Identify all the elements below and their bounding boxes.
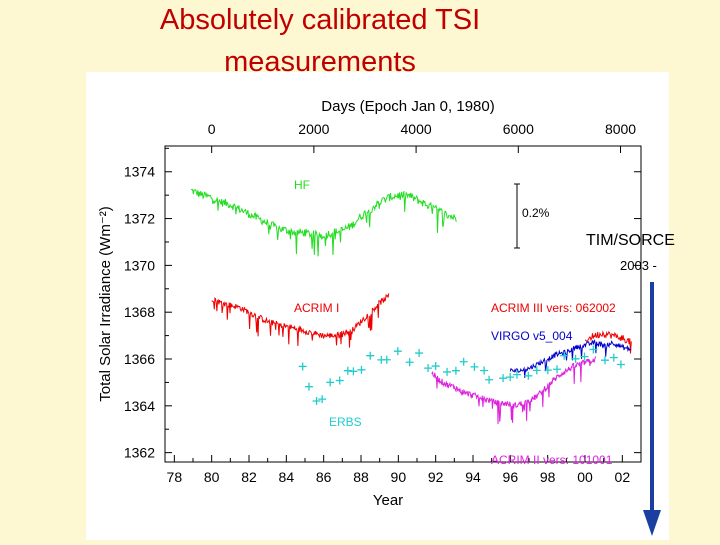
data-point (451, 366, 460, 375)
series-label: ACRIM I (294, 301, 339, 315)
y-tick-label: 1366 (124, 351, 155, 367)
y-tick-label: 1364 (124, 398, 155, 414)
slide-title-line-1: Absolutely calibrated TSI (159, 4, 481, 36)
data-point (553, 365, 562, 374)
x-axis-label: Year (373, 492, 403, 509)
data-point (560, 351, 569, 360)
data-point (349, 367, 358, 376)
data-point (609, 353, 618, 362)
data-point (415, 349, 424, 358)
data-point (393, 347, 402, 356)
series-line (190, 188, 457, 257)
x-tick-label: 78 (167, 469, 183, 485)
data-point (499, 374, 508, 383)
x-tick-label: 90 (391, 469, 407, 485)
data-point (424, 364, 433, 373)
data-point (443, 367, 452, 376)
y-tick-label: 1368 (124, 304, 155, 320)
x-tick-label: 94 (465, 469, 481, 485)
x-tick-label: 98 (540, 469, 556, 485)
plot-frame (164, 145, 642, 463)
x-tick-label: 86 (316, 469, 332, 485)
y-tick-label: 1370 (124, 257, 155, 273)
y-tick-label: 1372 (124, 211, 155, 227)
data-point (532, 366, 541, 375)
top-axis-label: Days (Epoch Jan 0, 1980) (321, 98, 494, 115)
chart-axes (164, 145, 642, 463)
data-point (459, 357, 468, 366)
data-point (431, 362, 440, 371)
data-point (318, 395, 327, 404)
chart-labels-layer: 78 80 82 84 86 88 90 92 94 96 98 00 02 Year 0 2000 4000 6… (97, 98, 636, 509)
chart-series-layer (190, 188, 632, 425)
data-point (485, 375, 494, 384)
series-erbs (298, 345, 625, 406)
figure-panel: 78 80 82 84 86 88 90 92 94 96 98 00 02 Year 0 2000 4000 6… (86, 72, 669, 540)
data-point (312, 397, 321, 406)
x-tick-label: 00 (577, 469, 593, 485)
y-tick-label: 1374 (124, 164, 155, 180)
data-point (571, 354, 580, 363)
data-point (580, 352, 589, 361)
data-point (524, 371, 533, 380)
series-label: HF (294, 178, 310, 192)
data-point (298, 362, 307, 371)
x-tick-label: 92 (428, 469, 444, 485)
y-axis-label: Total Solar Irradiance (Wm⁻²) (97, 206, 114, 401)
data-point (366, 351, 375, 360)
scale-bar-label: 0.2% (522, 206, 550, 220)
x-tick-label: 96 (503, 469, 519, 485)
data-point (304, 382, 313, 391)
top-tick-label: 2000 (298, 121, 329, 137)
x-tick-label: 88 (353, 469, 369, 485)
x-tick-label: 84 (279, 469, 295, 485)
series-label: ERBS (329, 415, 362, 429)
data-point (616, 360, 625, 369)
tsi-chart: 78 80 82 84 86 88 90 92 94 96 98 00 02 Year 0 2000 4000 6… (97, 98, 642, 509)
data-point (600, 356, 609, 365)
x-tick-label: 02 (615, 469, 631, 485)
scale-bar (514, 183, 520, 249)
data-point (506, 373, 515, 382)
data-point (480, 366, 489, 375)
data-point (335, 376, 344, 385)
slide-title-line-2: measurements (224, 46, 416, 78)
tim-arrow-head (643, 510, 661, 536)
top-tick-label: 8000 (605, 121, 636, 137)
series-acrim-i (211, 293, 390, 348)
x-tick-label: 82 (241, 469, 257, 485)
x-tick-label: 80 (204, 469, 220, 485)
data-point (512, 370, 521, 379)
data-point (543, 366, 552, 375)
data-point (357, 365, 366, 374)
series-hf (190, 188, 457, 257)
series-label: ACRIM II vers: 101001 (491, 453, 613, 467)
top-tick-label: 6000 (503, 121, 534, 137)
tim-sorce-years: 2003 - (620, 258, 657, 273)
series-line (431, 356, 597, 425)
data-point (470, 362, 479, 371)
series-acrim-iii-vers-062002 (584, 330, 632, 354)
series-label: ACRIM III vers: 062002 (491, 301, 616, 315)
series-line (584, 330, 632, 354)
series-line (509, 339, 632, 378)
data-point (589, 345, 598, 354)
data-point (382, 355, 391, 364)
series-virgo-v5-004 (509, 339, 632, 378)
series-acrim-ii-vers-101001 (431, 356, 597, 425)
tim-sorce-arrow (643, 282, 661, 536)
series-label: VIRGO v5_004 (491, 329, 573, 343)
data-point (326, 378, 335, 387)
data-point (405, 358, 414, 367)
y-tick-label: 1362 (124, 445, 155, 461)
series-line (211, 293, 390, 348)
tim-sorce-label: TIM/SORCE (586, 232, 675, 249)
top-tick-label: 0 (208, 121, 216, 137)
top-tick-label: 4000 (401, 121, 432, 137)
